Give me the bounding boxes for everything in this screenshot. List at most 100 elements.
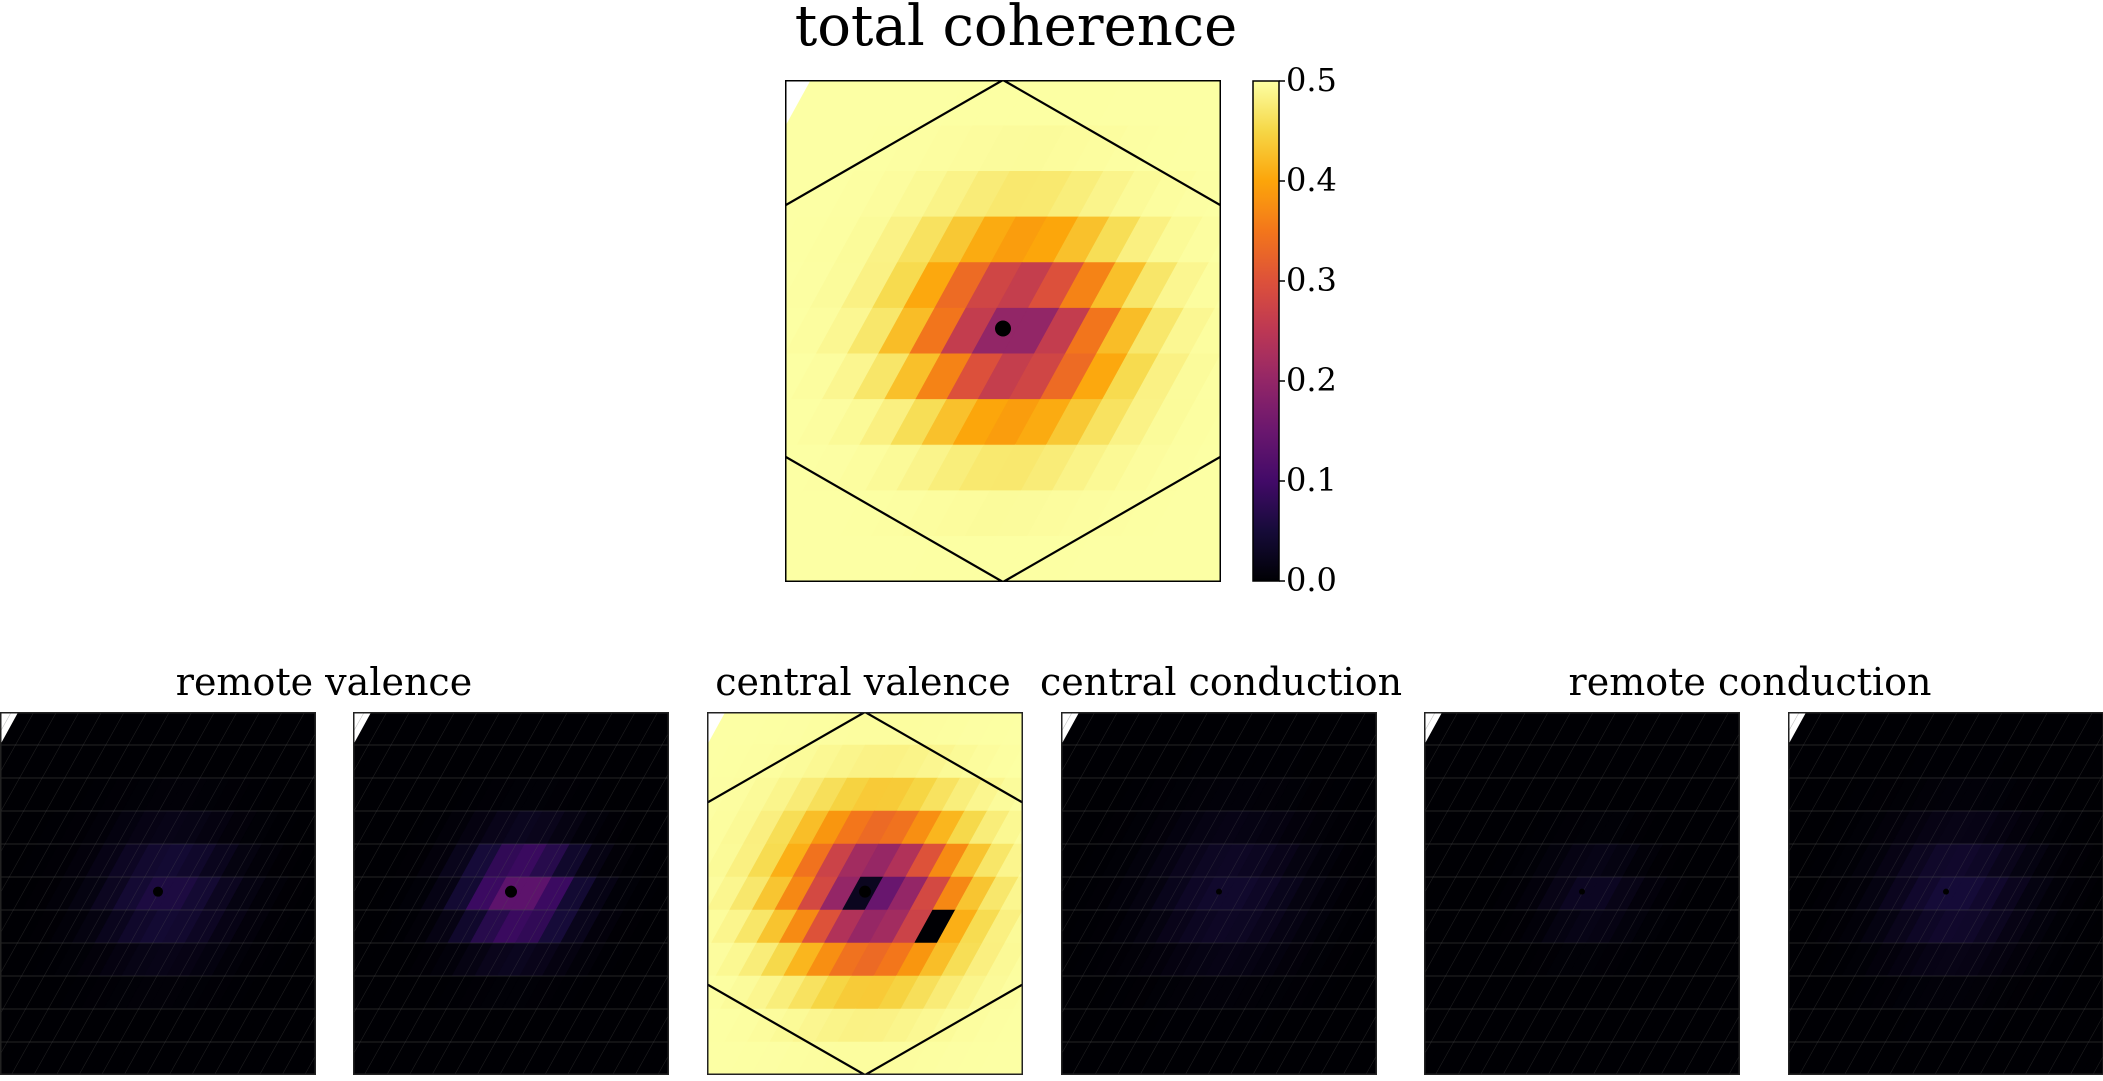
- heatmap-cell: [659, 991, 669, 1010]
- colorbar-tick-label: 0.4: [1286, 161, 1337, 199]
- heatmap-cell: [707, 1041, 748, 1075]
- grid-line: [1798, 712, 2003, 1075]
- grid-line: [123, 731, 316, 1075]
- heatmap-cell: [1730, 991, 1740, 1010]
- grid-line: [0, 712, 57, 814]
- heatmap-cell: [306, 991, 316, 1010]
- panel-frame: [1424, 712, 1740, 1075]
- grid-line: [353, 712, 455, 895]
- grid-line: [1424, 712, 1504, 854]
- heatmap-cell: [1013, 991, 1023, 1010]
- heatmap-cell: [999, 876, 1023, 911]
- heatmap-cell: [1358, 745, 1377, 779]
- grid-line: [1788, 712, 1936, 975]
- grid-line: [1061, 712, 1231, 1016]
- brillouin-zone-bottom: [785, 455, 1221, 582]
- heatmap-cell: [864, 1041, 906, 1075]
- heatmap-cell: [302, 786, 316, 812]
- grid-line: [1061, 712, 1209, 975]
- heatmap-cell: [1190, 80, 1221, 126]
- colorbar-tick-label: 0.2: [1286, 361, 1337, 399]
- heatmap-cell: [751, 1041, 793, 1075]
- heatmap-cell: [654, 950, 669, 977]
- heatmap-cell: [1367, 991, 1377, 1010]
- remote-valence-heatmap-2: [353, 712, 669, 1075]
- grid-line: [0, 712, 170, 1016]
- panel-frame: [1061, 712, 1377, 1075]
- grid-line: [0, 712, 80, 854]
- heatmap-cell: [1214, 296, 1221, 309]
- grid-line: [2002, 894, 2103, 1075]
- grid-line: [1275, 892, 1377, 1075]
- grid-line: [1094, 712, 1299, 1075]
- grid-line: [1788, 712, 1890, 895]
- heatmap-cell: [1032, 536, 1090, 582]
- heatmap-cell: [2080, 876, 2103, 911]
- heatmap-cell: [1126, 536, 1184, 582]
- heatmap-cell: [2089, 952, 2103, 977]
- grid-line: [1061, 712, 1186, 935]
- heatmap-cell: [1717, 712, 1740, 746]
- grid-line: [2047, 975, 2103, 1075]
- grid-line: [236, 933, 316, 1075]
- grid-line: [431, 712, 636, 1075]
- heatmap-cell: [785, 536, 841, 582]
- brillouin-zone-top: [785, 80, 1221, 207]
- colorbar-gradient: [1252, 80, 1280, 582]
- grid-line: [1683, 973, 1740, 1075]
- grid-line: [1889, 712, 2094, 1075]
- grid-line: [146, 771, 316, 1075]
- heatmap-cell: [1189, 307, 1221, 355]
- grid-line: [1424, 712, 1617, 1056]
- center-marker: [1943, 888, 1949, 895]
- remote-conduction-heatmap-1: [1424, 712, 1740, 1075]
- heatmap-cell: [1721, 909, 1740, 944]
- colorbar: 0.0 0.1 0.2 0.3 0.4 0.5: [1252, 61, 1352, 599]
- heatmap-cell: [954, 1041, 997, 1075]
- grid-line: [1570, 771, 1740, 1075]
- grid-line: [0, 712, 102, 895]
- heatmap-cell: [659, 827, 669, 845]
- brillouin-zone-top: [707, 712, 1023, 804]
- heatmap-cell: [1000, 712, 1023, 746]
- grid-line: [10, 712, 215, 1075]
- heatmap-cell: [293, 712, 316, 746]
- heatmap-cell: [1188, 536, 1221, 582]
- heatmap-cell: [292, 1041, 316, 1075]
- grid-line: [1502, 712, 1707, 1075]
- heatmap-cell: [1001, 536, 1059, 582]
- heatmap-cell: [645, 1041, 669, 1075]
- grid-line: [1071, 712, 1276, 1075]
- grid-line: [1320, 973, 1377, 1075]
- grid-line: [386, 712, 591, 1075]
- remote-conduction-heatmap-2: [1788, 712, 2103, 1075]
- grid-line: [33, 712, 238, 1075]
- colorbar-tick-label: 0.5: [1286, 61, 1337, 99]
- grid-line: [1788, 712, 1845, 814]
- colorbar-tick-label: 0.1: [1286, 461, 1337, 499]
- grid-line: [1434, 712, 1639, 1075]
- heatmap-cell: [2094, 993, 2103, 1010]
- center-marker: [505, 885, 517, 898]
- center-marker: [153, 886, 163, 897]
- center-marker: [1216, 888, 1222, 895]
- grid-line: [1866, 712, 2071, 1075]
- remote-valence-title: remote valence: [175, 660, 473, 704]
- central-valence-title: central valence: [715, 660, 1011, 704]
- heatmap-cell: [1716, 1041, 1740, 1075]
- grid-line: [1979, 854, 2103, 1075]
- grid-line: [454, 712, 659, 1075]
- grid-line: [1297, 933, 1377, 1075]
- heatmap-cell: [819, 1041, 861, 1075]
- grid-line: [0, 712, 193, 1056]
- grid-line: [1525, 712, 1730, 1075]
- grid-line: [1934, 773, 2103, 1075]
- heatmap-cell: [1358, 909, 1377, 944]
- grid-line: [1207, 771, 1377, 1075]
- grid-line: [0, 712, 125, 935]
- heatmap-cell: [1201, 409, 1221, 446]
- heatmap-cell: [2085, 747, 2103, 779]
- grid-line: [191, 852, 316, 1075]
- main-title: total coherence: [794, 0, 1238, 59]
- heatmap-cell: [650, 909, 669, 944]
